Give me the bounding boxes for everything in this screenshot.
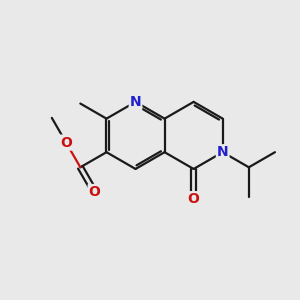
Text: O: O [60, 136, 72, 150]
Text: O: O [89, 185, 100, 199]
Text: O: O [188, 192, 200, 206]
Text: N: N [130, 95, 141, 109]
Text: N: N [217, 145, 229, 159]
